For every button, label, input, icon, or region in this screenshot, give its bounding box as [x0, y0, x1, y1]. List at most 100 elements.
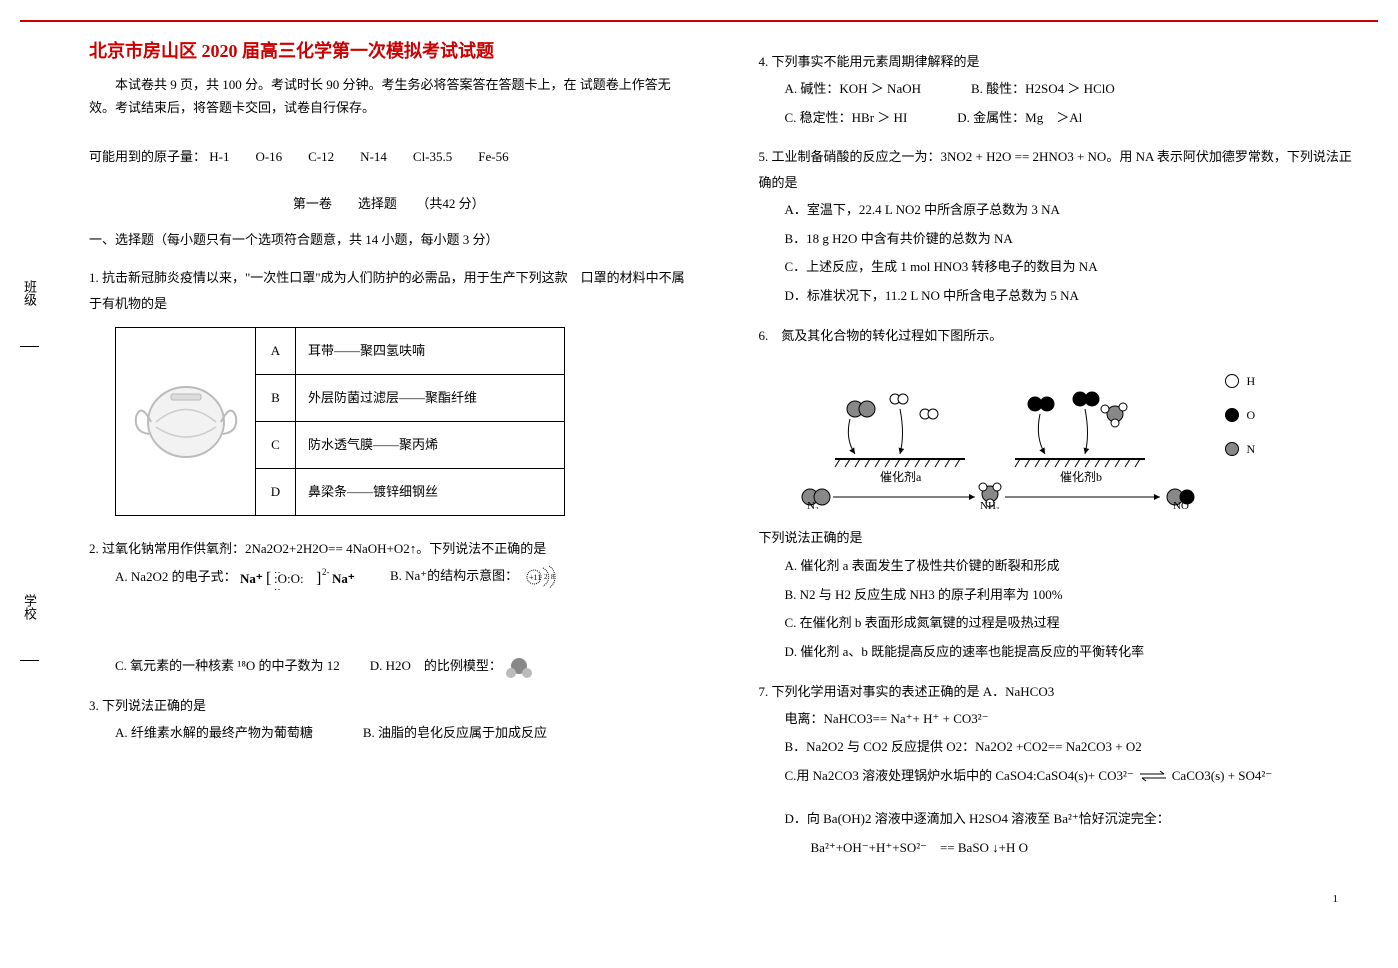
- q7-stem: 7. 下列化学用语对事实的表述正确的是 A．NaHCO3: [759, 679, 1359, 705]
- q1-row-a-text: 耳带——聚四氢呋喃: [296, 328, 565, 375]
- q1-row-d-label: D: [256, 469, 296, 516]
- svg-text:2: 2: [544, 573, 548, 581]
- q2-opt-d-text: D. H2O 的比例模型：: [370, 658, 502, 673]
- svg-text:N₂: N₂: [807, 500, 819, 509]
- legend-o: O: [1225, 403, 1256, 427]
- svg-text:]: ]: [316, 570, 321, 587]
- legend-h-label: H: [1247, 369, 1256, 393]
- class-label: 班级: [20, 280, 39, 347]
- legend-n-label: N: [1247, 437, 1256, 461]
- q7-opt-c-prefix: C.用 Na2CO3 溶液处理锅炉水垢中的 CaSO4:CaSO4(s)+ CO…: [785, 762, 1134, 791]
- q6-followup: 下列说法正确的是: [759, 524, 1359, 553]
- q3-stem: 3. 下列说法正确的是: [89, 693, 689, 719]
- lewis-structure-icon: Na⁺ [ ‥ :O:O: ‥ ] 2- Na⁺: [240, 565, 360, 591]
- q4-stem: 4. 下列事实不能用元素周期律解释的是: [759, 49, 1359, 75]
- left-column: 北京市房山区 2020 届高三化学第一次模拟考试试题 本试卷共 9 页，共 10…: [69, 37, 709, 905]
- q3-options: A. 纤维素水解的最终产物为葡萄糖 B. 油脂的皂化反应属于加成反应: [89, 719, 689, 748]
- water-model-icon: [505, 655, 533, 679]
- atomic-masses: 可能用到的原子量： H-1 O-16 C-12 N-14 Cl-35.5 Fe-…: [89, 145, 689, 168]
- q2-opt-a: A. Na2O2 的电子式： Na⁺ [ ‥ :O:O: ‥ ] 2- Na⁺: [115, 563, 360, 592]
- q3-opt-b: B. 油脂的皂化反应属于加成反应: [363, 719, 547, 748]
- diagram-legend: H O N: [1225, 359, 1256, 461]
- q5-opt-d: D．标准状况下，11.2 L NO 中所含电子总数为 5 NA: [785, 282, 1359, 311]
- question-3: 3. 下列说法正确的是 A. 纤维素水解的最终产物为葡萄糖 B. 油脂的皂化反应…: [89, 693, 689, 748]
- page-container: 班级 学校 北京市房山区 2020 届高三化学第一次模拟考试试题 本试卷共 9 …: [20, 20, 1378, 905]
- q7-opt-c-suffix: CaCO3(s) + SO4²⁻: [1172, 762, 1272, 791]
- q5-opt-c: C．上述反应，生成 1 mol HNO3 转移电子的数目为 NA: [785, 253, 1359, 282]
- right-column: 4. 下列事实不能用元素周期律解释的是 A. 碱性：KOH ＞ NaOH B. …: [739, 37, 1379, 905]
- q6-opt-b: B. N2 与 H2 反应生成 NH3 的原子利用率为 100%: [785, 581, 1359, 610]
- q1-row-c-text: 防水透气膜——聚丙烯: [296, 422, 565, 469]
- q7-opt-d-eq: Ba²⁺+OH⁻+H⁺+SO²⁻ == BaSO ↓+H O: [785, 834, 1359, 863]
- exam-title: 北京市房山区 2020 届高三化学第一次模拟考试试题: [89, 37, 689, 63]
- svg-text:‥: ‥: [274, 582, 281, 591]
- catalyst-a-label: 催化剂a: [880, 469, 922, 484]
- q2-opt-b: B. Na⁺的结构示意图： +11 2 8: [390, 562, 557, 592]
- q6-opt-c: C. 在催化剂 b 表面形成氮氧键的过程是吸热过程: [785, 609, 1359, 638]
- q7-opt-d: D．向 Ba(OH)2 溶液中逐滴加入 H2SO4 溶液至 Ba²⁺恰好沉淀完全…: [785, 805, 1359, 862]
- legend-n: N: [1225, 437, 1256, 461]
- legend-n-icon: [1225, 442, 1239, 456]
- question-4: 4. 下列事实不能用元素周期律解释的是 A. 碱性：KOH ＞ NaOH B. …: [759, 49, 1359, 132]
- section-header: 第一卷 选择题 （共42 分）: [89, 193, 689, 212]
- q2-opt-d: D. H2O 的比例模型：: [370, 652, 533, 681]
- q1-row-b-label: B: [256, 375, 296, 422]
- q1-row-c-label: C: [256, 422, 296, 469]
- q2-opt-b-prefix: B. Na⁺的结构示意图：: [390, 568, 518, 583]
- q1-row-b-text: 外层防菌过滤层——聚酯纤维: [296, 375, 565, 422]
- q5-options: A．室温下，22.4 L NO2 中所含原子总数为 3 NA B．18 g H2…: [759, 196, 1359, 310]
- question-6: 6. 氮及其化合物的转化过程如下图所示。: [759, 323, 1359, 667]
- catalyst-b-label: 催化剂b: [1060, 469, 1102, 484]
- q5-stem: 5. 工业制备硝酸的反应之一为：3NO2 + H2O == 2HNO3 + NO…: [759, 144, 1359, 196]
- q1-stem: 1. 抗击新冠肺炎疫情以来，"一次性口罩"成为人们防护的必需品，用于生产下列这款…: [89, 265, 689, 317]
- side-labels: 班级 学校: [20, 37, 39, 905]
- q2-opt-c: C. 氧元素的一种核素 ¹⁸O 的中子数为 12: [115, 652, 340, 681]
- mask-image-cell: [116, 328, 256, 516]
- mask-icon: [131, 372, 241, 472]
- svg-text:Na⁺: Na⁺: [240, 571, 263, 586]
- q4-opt-d: D. 金属性：Mg ＞Al: [957, 104, 1082, 133]
- q6-stem: 6. 氮及其化合物的转化过程如下图所示。: [759, 323, 1359, 349]
- svg-text:+11: +11: [529, 573, 541, 582]
- page-number: 1: [759, 893, 1359, 905]
- q4-opt-c: C. 稳定性：HBr ＞ HI: [785, 104, 908, 133]
- q1-table: A 耳带——聚四氢呋喃 B 外层防菌过滤层——聚酯纤维 C 防水透气膜——聚丙烯…: [115, 327, 565, 516]
- school-label: 学校: [20, 594, 39, 661]
- legend-o-icon: [1225, 408, 1239, 422]
- q4-options: A. 碱性：KOH ＞ NaOH B. 酸性：H2SO4 ＞ HClO C. 稳…: [759, 75, 1359, 132]
- q7-options: 电离：NaHCO3== Na⁺+ H⁺ + CO3²⁻ B．Na2O2 与 CO…: [759, 705, 1359, 863]
- q5-opt-b: B．18 g H2O 中含有共价键的总数为 NA: [785, 225, 1359, 254]
- question-7: 7. 下列化学用语对事实的表述正确的是 A．NaHCO3 电离：NaHCO3==…: [759, 679, 1359, 863]
- q7-opt-d-prefix: D．向 Ba(OH)2 溶液中逐滴加入 H2SO4 溶液至 Ba²⁺恰好沉淀完全…: [785, 805, 1359, 834]
- svg-text:8: 8: [551, 573, 555, 581]
- equilibrium-arrow-icon: [1138, 769, 1168, 783]
- q6-opt-d: D. 催化剂 a、b 既能提高反应的速率也能提高反应的平衡转化率: [785, 638, 1359, 667]
- legend-o-label: O: [1247, 403, 1256, 427]
- atom-structure-icon: +11 2 8: [521, 562, 557, 592]
- q6-options: 下列说法正确的是 A. 催化剂 a 表面发生了极性共价键的断裂和形成 B. N2…: [759, 524, 1359, 667]
- nitrogen-conversion-diagram-icon: 催化剂a 催化剂b: [785, 359, 1205, 509]
- q7-opt-a: 电离：NaHCO3== Na⁺+ H⁺ + CO3²⁻: [785, 705, 1359, 734]
- q1-row-a-label: A: [256, 328, 296, 375]
- q5-opt-a: A．室温下，22.4 L NO2 中所含原子总数为 3 NA: [785, 196, 1359, 225]
- legend-h: H: [1225, 369, 1256, 393]
- q4-opt-a: A. 碱性：KOH ＞ NaOH: [785, 75, 922, 104]
- svg-text:2-: 2-: [322, 567, 330, 577]
- q6-opt-a: A. 催化剂 a 表面发生了极性共价键的断裂和形成: [785, 552, 1359, 581]
- exam-intro: 本试卷共 9 页，共 100 分。考试时长 90 分钟。考生务必将答案答在答题卡…: [89, 73, 689, 120]
- q6-diagram: 催化剂a 催化剂b: [785, 359, 1359, 509]
- q1-row-d-text: 鼻梁条——镀锌细钢丝: [296, 469, 565, 516]
- svg-text:Na⁺: Na⁺: [332, 571, 355, 586]
- q2-stem: 2. 过氧化钠常用作供氧剂：2Na2O2+2H2O== 4NaOH+O2↑。下列…: [89, 536, 689, 562]
- q2-opt-a-prefix: A. Na2O2 的电子式：: [115, 569, 237, 584]
- question-5: 5. 工业制备硝酸的反应之一为：3NO2 + H2O == 2HNO3 + NO…: [759, 144, 1359, 310]
- svg-text:NH₃: NH₃: [980, 500, 1000, 509]
- q2-options: A. Na2O2 的电子式： Na⁺ [ ‥ :O:O: ‥ ] 2- Na⁺: [89, 562, 689, 681]
- question-1: 1. 抗击新冠肺炎疫情以来，"一次性口罩"成为人们防护的必需品，用于生产下列这款…: [89, 265, 689, 516]
- legend-h-icon: [1225, 374, 1239, 388]
- section-instructions: 一、选择题（每小题只有一个选项符合题意，共 14 小题，每小题 3 分）: [89, 227, 689, 253]
- q7-opt-b: B．Na2O2 与 CO2 反应提供 O2：Na2O2 +CO2== Na2CO…: [785, 733, 1359, 762]
- q7-opt-c: C.用 Na2CO3 溶液处理锅炉水垢中的 CaSO4:CaSO4(s)+ CO…: [785, 762, 1359, 791]
- svg-text:[: [: [266, 570, 271, 587]
- question-2: 2. 过氧化钠常用作供氧剂：2Na2O2+2H2O== 4NaOH+O2↑。下列…: [89, 536, 689, 681]
